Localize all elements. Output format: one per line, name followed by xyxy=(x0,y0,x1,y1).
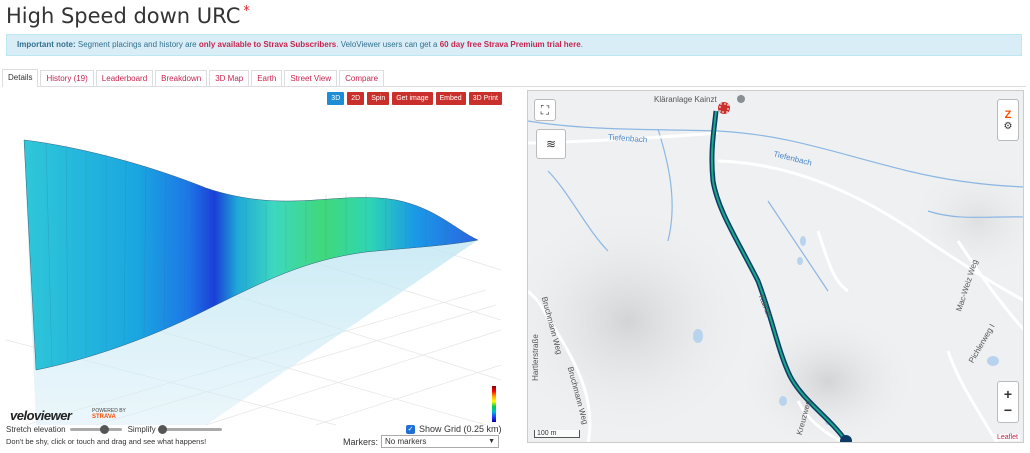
markers-select[interactable]: No markers ▼ xyxy=(381,435,500,448)
hillshade-west xyxy=(528,201,758,441)
note-text-3: . xyxy=(580,40,583,49)
wall-slices xyxy=(45,141,463,367)
gear-icon[interactable]: ⚙ xyxy=(1003,120,1013,132)
stretch-slider-handle[interactable] xyxy=(99,425,109,434)
tab-details[interactable]: Details xyxy=(2,69,39,87)
fullscreen-button[interactable]: ⛶ xyxy=(534,99,556,121)
simplify-label: Simplify xyxy=(127,425,156,434)
page-title: High Speed down URC * xyxy=(6,4,250,28)
layers-icon: ≋ xyxy=(545,137,557,151)
drag-hint: Don't be shy, click or touch and drag an… xyxy=(6,437,207,446)
note-prefix: Important note: xyxy=(17,40,76,49)
markers-control: Markers: No markers ▼ xyxy=(343,435,500,448)
stretch-elevation-label: Stretch elevation xyxy=(6,425,66,434)
tab-compare[interactable]: Compare xyxy=(339,70,385,86)
finish-flag-icon[interactable] xyxy=(718,102,730,114)
powered-by-label: POWERED BY xyxy=(92,408,126,414)
road-label-hartlerstrasse: Hartlerstraße xyxy=(530,334,540,381)
hillshade-east xyxy=(908,161,1023,281)
strava-logo: STRAVA xyxy=(92,414,116,420)
leaflet-attribution-link[interactable]: Leaflet xyxy=(994,434,1020,441)
elevation-3d-render[interactable] xyxy=(6,90,502,428)
hillshade-center xyxy=(738,311,918,442)
segment-tabs: Details History (19) Leaderboard Breakdo… xyxy=(2,69,1026,87)
start-marker-icon[interactable] xyxy=(840,435,852,443)
3d-view-button[interactable]: 3D xyxy=(327,92,345,105)
roads xyxy=(528,131,1023,442)
simplify-slider-handle[interactable] xyxy=(157,425,167,434)
veloviewer-logo[interactable]: veloviewer xyxy=(10,408,72,423)
strava-heatmap-icon[interactable]: Z xyxy=(1004,108,1012,121)
tab-leaderboard[interactable]: Leaderboard xyxy=(95,70,154,86)
page-title-text: High Speed down URC xyxy=(6,4,241,28)
lakes xyxy=(693,236,999,425)
tab-breakdown[interactable]: Breakdown xyxy=(155,70,208,86)
zoom-controls: + − xyxy=(997,381,1019,423)
zoom-in-button[interactable]: + xyxy=(1003,386,1013,402)
chevron-down-icon: ▼ xyxy=(488,438,496,445)
fullscreen-icon: ⛶ xyxy=(540,102,550,117)
tab-earth[interactable]: Earth xyxy=(251,70,283,86)
show-grid-label: Show Grid (0.25 km) xyxy=(419,424,502,434)
segment-route xyxy=(710,110,847,442)
markers-label: Markers: xyxy=(343,436,379,447)
tab-history[interactable]: History (19) xyxy=(40,70,94,86)
3d-print-button[interactable]: 3D Print xyxy=(468,92,502,105)
poi-marker-icon[interactable] xyxy=(737,95,745,103)
streams xyxy=(528,120,1023,292)
map-scale-bar: 100 m xyxy=(534,430,580,438)
tab-street-view[interactable]: Street View xyxy=(284,70,338,86)
embed-button[interactable]: Embed xyxy=(435,92,466,105)
important-note-banner: Important note: Segment placings and his… xyxy=(6,34,1022,56)
markers-selected-value: No markers xyxy=(385,437,427,446)
stretch-elevation-slider[interactable] xyxy=(69,425,122,434)
map-tiles[interactable] xyxy=(528,91,1024,443)
note-subscribers-link[interactable]: only available to Strava Subscribers xyxy=(198,40,337,49)
powered-by-strava: POWERED BY STRAVA xyxy=(92,408,126,420)
place-label-klaeranlage: Kläranlage Kainzt xyxy=(654,95,717,104)
elevation-controls: Stretch elevation Simplify xyxy=(6,425,228,434)
premium-trial-link[interactable]: 60 day free Strava Premium trial here xyxy=(439,40,581,49)
gradient-color-legend xyxy=(492,386,496,422)
3d-toolbar: 3D 2D Spin Get image Embed 3D Print xyxy=(327,92,502,105)
zoom-out-button[interactable]: − xyxy=(1003,402,1013,418)
simplify-slider[interactable] xyxy=(157,425,222,434)
show-grid-checkbox[interactable]: ✓ xyxy=(406,424,415,434)
map-settings-group: Z ⚙ xyxy=(997,99,1019,141)
spin-button[interactable]: Spin xyxy=(367,92,390,105)
segment-map[interactable]: Kläranlage Kainzt Tiefenbach Tiefenbach … xyxy=(527,90,1024,443)
2d-view-button[interactable]: 2D xyxy=(347,92,365,105)
elevation-profile-wall xyxy=(23,139,479,371)
show-grid-toggle[interactable]: ✓ Show Grid (0.25 km) xyxy=(406,424,502,434)
tab-3d-map[interactable]: 3D Map xyxy=(209,70,250,86)
star-icon[interactable]: * xyxy=(243,4,250,19)
elevation-3d-panel[interactable]: 3D 2D Spin Get image Embed 3D Print velo… xyxy=(6,90,502,428)
layers-button[interactable]: ≋ xyxy=(536,129,566,159)
get-image-button[interactable]: Get image xyxy=(392,92,433,105)
note-text-1: Segment placings and history are xyxy=(75,40,199,49)
note-text-2: . VeloViewer users can get a xyxy=(336,40,440,49)
